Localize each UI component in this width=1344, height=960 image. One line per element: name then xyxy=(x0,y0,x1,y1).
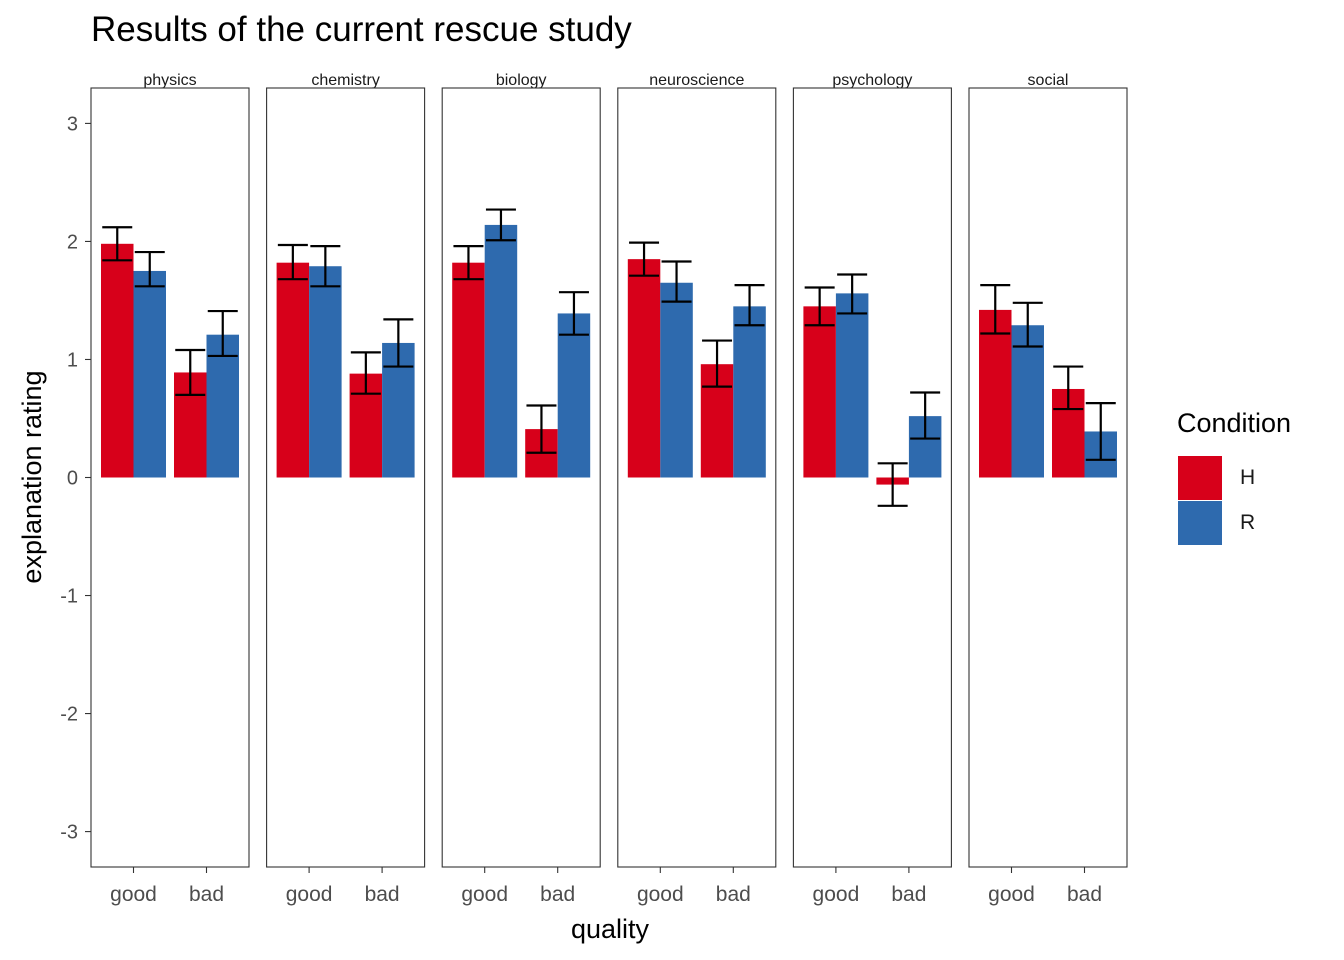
facet-biology-border xyxy=(441,87,601,868)
x-tick-label: good xyxy=(988,883,1035,906)
facet-social-border xyxy=(968,87,1128,868)
bar-physics-bad-R xyxy=(206,334,239,478)
x-tick-label: bad xyxy=(716,883,751,906)
y-tick-label: -2 xyxy=(60,704,78,726)
bar-social-good-H xyxy=(979,309,1012,478)
x-tick-label: good xyxy=(461,883,508,906)
bar-psychology-good-H xyxy=(803,306,836,478)
chart-title: Results of the current rescue study xyxy=(91,10,632,49)
x-tick-label: good xyxy=(813,883,860,906)
facet-chemistry-strip-label: chemistry xyxy=(311,72,379,89)
bar-neuroscience-good-R xyxy=(660,282,693,478)
x-tick-label: good xyxy=(286,883,333,906)
bar-chemistry-good-R xyxy=(309,266,342,478)
y-tick-label: 0 xyxy=(67,468,78,490)
facet-neuroscience-border xyxy=(617,87,777,868)
bar-chemistry-good-H xyxy=(276,262,310,478)
x-tick-label: bad xyxy=(1067,883,1102,906)
facet-chemistry-border xyxy=(266,87,426,868)
x-tick-label: good xyxy=(637,883,684,906)
facet-physics-border xyxy=(90,87,250,868)
bar-biology-good-H xyxy=(452,262,485,478)
y-tick-label: 2 xyxy=(67,231,78,253)
y-tick-label: -3 xyxy=(60,822,78,844)
legend-label-h: H xyxy=(1240,466,1256,489)
bar-physics-good-H xyxy=(101,243,134,478)
x-tick-label: bad xyxy=(189,883,224,906)
bar-physics-good-R xyxy=(133,270,166,478)
x-tick-label: good xyxy=(110,883,157,906)
y-tick-label: 3 xyxy=(67,113,78,135)
facet-biology-strip-label: biology xyxy=(496,72,547,89)
bar-biology-good-R xyxy=(484,224,518,478)
bar-neuroscience-good-H xyxy=(627,259,661,478)
bar-biology-bad-R xyxy=(557,313,591,478)
legend-item-h: H xyxy=(1178,456,1318,500)
legend-swatch-h xyxy=(1178,456,1222,500)
x-axis-label: quality xyxy=(571,914,650,944)
x-tick-label: bad xyxy=(540,883,575,906)
facet-psychology-border xyxy=(792,87,952,868)
y-tick-label: -1 xyxy=(60,586,78,608)
legend-title: Condition xyxy=(1177,408,1292,438)
facet-physics-strip-label: physics xyxy=(143,72,196,89)
bar-psychology-good-R xyxy=(835,293,869,478)
legend-swatch-r xyxy=(1178,501,1222,545)
facet-neuroscience-strip-label: neuroscience xyxy=(649,72,744,89)
bar-neuroscience-bad-R xyxy=(733,306,766,478)
bar-social-good-R xyxy=(1011,325,1044,478)
x-tick-label: bad xyxy=(365,883,400,906)
legend-label-r: R xyxy=(1240,511,1256,534)
y-tick-label: 1 xyxy=(67,349,78,371)
facet-psychology-strip-label: psychology xyxy=(832,72,912,89)
y-axis-label: explanation rating xyxy=(17,370,47,583)
x-tick-label: bad xyxy=(891,883,926,906)
facet-social-strip-label: social xyxy=(1028,72,1069,89)
legend-item-r: R xyxy=(1178,501,1318,545)
